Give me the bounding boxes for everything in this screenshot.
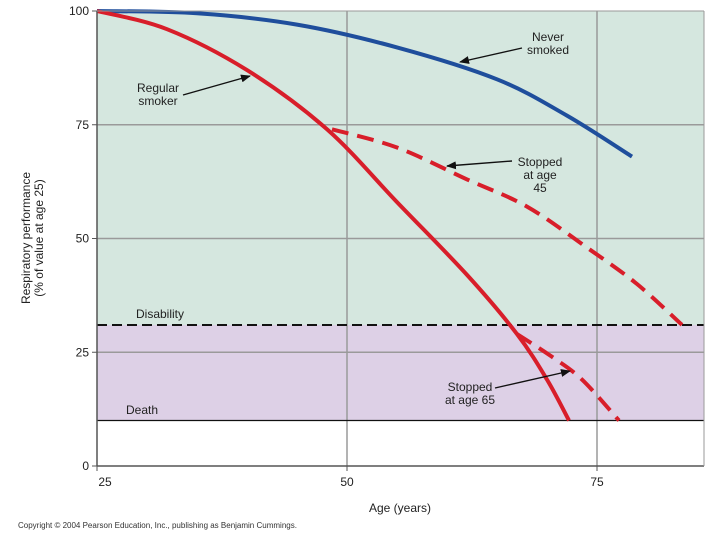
axes-layer: 0 25 50 75 100 25 50 75 bbox=[69, 4, 705, 489]
series-line-never-smoked bbox=[96, 9, 634, 159]
annotation-regular: Regular smoker bbox=[137, 81, 179, 108]
series-line-stopped-at-age-45 bbox=[331, 127, 684, 327]
threshold-layer bbox=[97, 323, 704, 422]
annotation-arrow-stop45 bbox=[446, 160, 513, 170]
y-axis-title-line-1: Respiratory performance bbox=[19, 172, 33, 304]
annotation-never-line-1: Never bbox=[532, 30, 564, 44]
x-tick-label-75: 75 bbox=[590, 475, 604, 489]
x-tick-label-50: 50 bbox=[340, 475, 354, 489]
annotation-stop65: Stopped at age 65 bbox=[445, 380, 495, 407]
y-tick-label-25: 25 bbox=[76, 345, 90, 359]
zone-label-death: Death bbox=[126, 403, 158, 417]
y-axis-title-line-2: (% of value at age 25) bbox=[32, 179, 46, 296]
y-tick-label-75: 75 bbox=[76, 118, 90, 132]
y-tick-label-0: 0 bbox=[82, 459, 89, 473]
annotation-arrow-stop65 bbox=[494, 369, 571, 389]
copyright-notice: Copyright © 2004 Pearson Education, Inc.… bbox=[18, 521, 297, 530]
x-tick-label-25: 25 bbox=[98, 475, 112, 489]
annotation-stop65-line-2: at age 65 bbox=[445, 393, 495, 407]
annotation-stop65-line-1: Stopped bbox=[448, 380, 493, 394]
y-tick-label-100: 100 bbox=[69, 4, 89, 18]
series-layer bbox=[96, 9, 684, 422]
annotation-arrow-regular bbox=[182, 74, 251, 96]
annotation-stop45-line-1: Stopped bbox=[518, 155, 563, 169]
y-axis-title: Respiratory performance (% of value at a… bbox=[19, 172, 46, 304]
zone-disability bbox=[97, 11, 704, 325]
annotation-never-line-2: smoked bbox=[527, 43, 569, 57]
series-line-stopped-at-age-65 bbox=[515, 332, 621, 422]
annotation-regular-line-1: Regular bbox=[137, 81, 179, 95]
grid-layer bbox=[97, 11, 704, 466]
annotation-arrow-never bbox=[459, 47, 523, 64]
annotation-never: Never smoked bbox=[527, 30, 569, 57]
series-line-regular-smoker bbox=[96, 9, 571, 422]
y-tick-label-50: 50 bbox=[76, 232, 90, 246]
zone-death bbox=[97, 324, 704, 421]
annotation-stop45-line-3: 45 bbox=[533, 181, 547, 195]
annotation-stop45-line-2: at age bbox=[523, 168, 557, 182]
annotation-stop45: Stopped at age 45 bbox=[518, 155, 563, 195]
annotation-regular-line-2: smoker bbox=[138, 94, 177, 108]
zone-label-disability: Disability bbox=[136, 307, 184, 321]
x-axis-title: Age (years) bbox=[369, 501, 431, 515]
zones-layer bbox=[97, 11, 704, 421]
